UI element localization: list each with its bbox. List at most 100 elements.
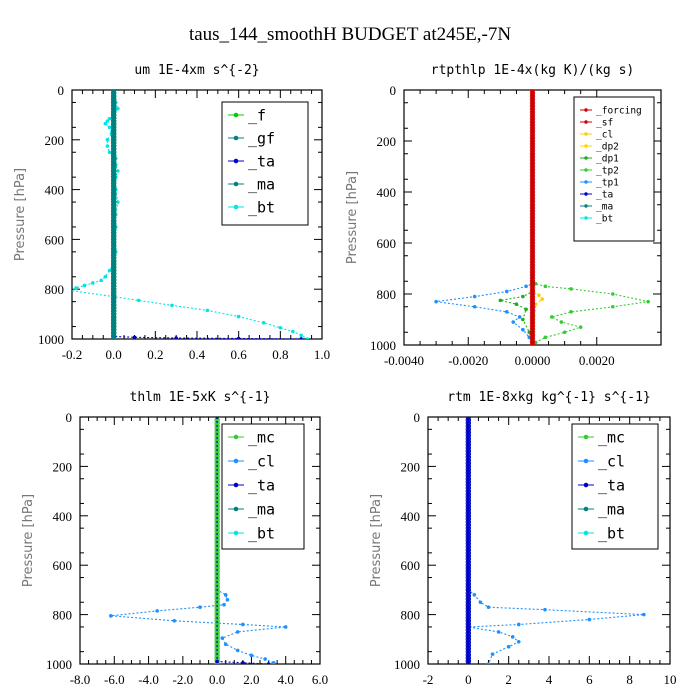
series-point-cl_blue [235,630,240,634]
legend-label: _dp2 [596,141,619,152]
legend: _mc _cl _ta _ma _bt [221,423,305,550]
series-point-ta [465,574,472,581]
series-point-dp1 [498,298,503,303]
legend-marker [583,482,589,488]
series-point-forcing [529,313,536,320]
legend-label: _cl [596,129,613,140]
series-point-forcing [529,326,536,332]
series-point-bt [107,268,112,273]
series-point-tp1 [472,294,477,299]
legend-label: _sf [596,117,613,128]
series-point-ta [465,596,472,602]
series-point-ta [465,590,472,596]
series-point-ma [110,255,117,261]
series-point-ta [465,482,472,488]
legend-marker [233,506,239,512]
series-point-ma [110,333,117,339]
y-tick-label: 0 [66,410,73,425]
series-point-ta [465,645,472,652]
series-point-ma [110,202,117,208]
series-point-forcing [529,339,536,345]
series-point-ma [110,302,117,308]
series-point-ta [465,528,472,534]
series-point-forcing [529,93,536,100]
series-point-ma [110,186,117,193]
series-point-tp1 [505,289,509,294]
series-point-ta [465,516,472,522]
legend-marker [233,530,239,536]
series-point-ma [110,249,117,255]
series-point-cl [537,293,541,298]
y-tick-label: 200 [377,134,397,149]
series-point-cl_blue [506,644,511,649]
series-point-ma [110,171,117,177]
series-point-tp2 [611,292,615,296]
series-point-ta [465,423,472,429]
series-line-tp1 [436,90,534,345]
series-point-ma [110,277,117,283]
series-point-ta [465,519,472,525]
series-point-mc [214,531,220,538]
series-point-ta [465,543,472,550]
series-point-forcing [529,323,536,329]
series-point-ma [110,314,117,320]
x-tick-label: -6.0 [104,672,125,687]
legend-label: _gf [248,129,275,147]
series-point-forcing [529,211,536,218]
legend-marker [233,482,239,488]
series-point-cl_blue [486,605,491,609]
y-tick-label: 800 [377,287,397,302]
series-point-forcing [529,284,536,291]
series-point-forcing [529,227,536,233]
legend-label: _f [248,106,266,124]
series-point-forcing [529,147,536,154]
series-point-ta [465,565,472,571]
series-point-ma [110,274,117,280]
series-point-ta [465,584,472,590]
series-point-ma [110,230,117,236]
series-point-cl_blue [490,652,495,656]
x-tick-label: 6 [586,672,593,687]
series-point-cl_blue [496,630,501,634]
series-point-ta [465,534,472,541]
series-point-forcing [529,300,536,307]
series-point-ma [110,118,117,124]
series-point-ta [465,611,472,618]
chart-title: um 1E-4xm s^{-2} [134,63,259,78]
series-point-bt [170,303,174,308]
x-tick-label: -2.0 [173,672,194,687]
legend-label: _tp2 [596,165,619,176]
series-point-mc [214,642,220,649]
series-group [434,90,650,345]
series-point-forcing [529,173,536,179]
series-point-forcing [529,198,536,205]
series-point-forcing [529,202,536,208]
series-point-forcing [529,138,536,144]
series-point-mc [214,494,220,500]
series-point-forcing [529,205,536,211]
series-point-bt [299,333,303,338]
series-point-cl_blue [472,593,477,597]
series-point-ma [110,308,117,314]
series-point-forcing [529,268,536,275]
series-point-bt [205,308,210,313]
series-point-ta [465,435,472,442]
series-point-mc [214,534,220,541]
legend-label: _bt [248,198,275,216]
series-point-ta [465,537,472,544]
series-point-tp2 [646,299,650,304]
series-point-cl_blue [263,657,267,661]
series-point-ta [465,439,472,445]
series-point-forcing [529,154,536,160]
series-point-ma [110,130,117,137]
series-point-forcing [529,240,536,246]
y-tick-label: 600 [377,236,397,251]
series-point-forcing [529,342,536,345]
series-point-ta [465,485,472,491]
series-point-forcing [529,224,536,230]
series-point-ta [465,556,472,562]
series-point-ma [110,190,117,196]
series-point-ma [110,214,117,221]
series-point-mc [214,476,220,482]
series-point-bt [305,337,310,339]
